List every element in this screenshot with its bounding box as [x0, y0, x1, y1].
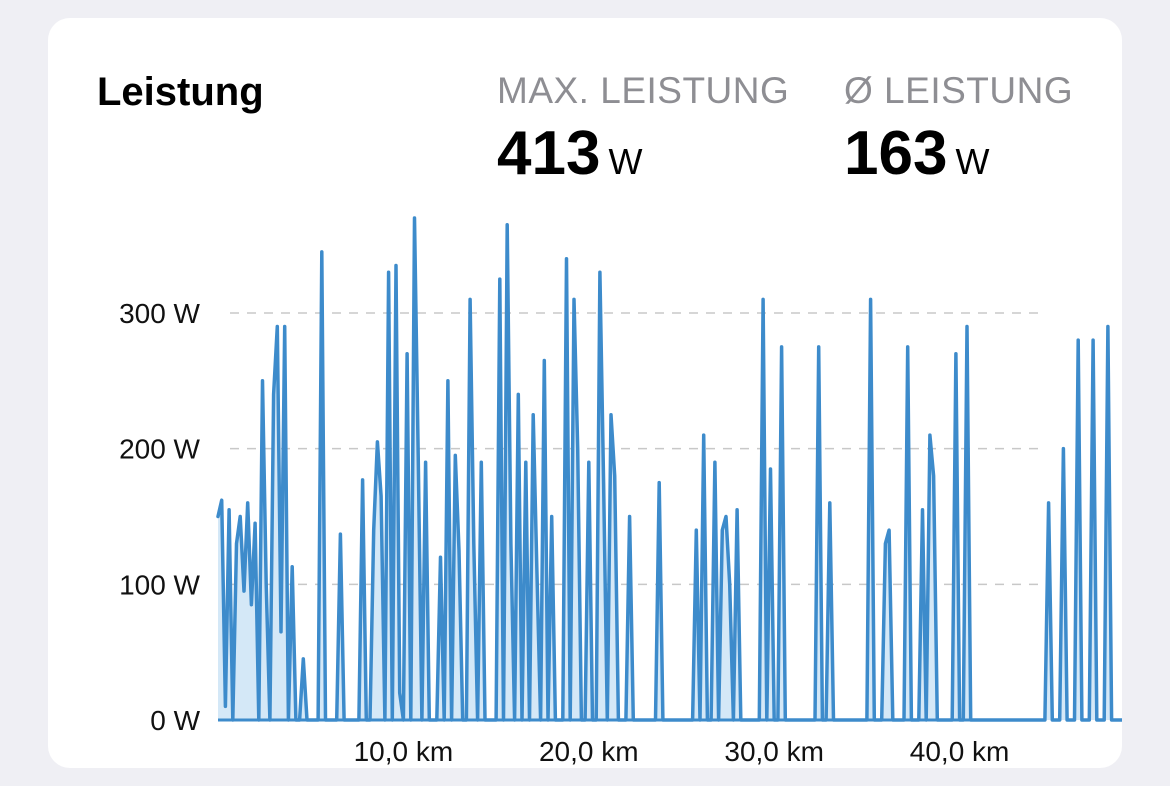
max-power-unit: W: [608, 141, 643, 182]
power-series: [216, 216, 1122, 722]
y-tick-label: 300 W: [119, 298, 200, 329]
avg-power-stat: Ø LEISTUNG 163 W: [844, 70, 1073, 189]
power-area-fill: [218, 218, 1122, 720]
y-tick-label: 100 W: [119, 569, 200, 600]
power-chart: 0 W 100 W 200 W 300 W 10,0 km 20,0 km 30,0 km 4…: [119, 216, 1122, 767]
y-tick-label: 200 W: [119, 434, 200, 465]
avg-power-value-row: 163 W: [844, 118, 1073, 189]
avg-power-value: 163: [844, 119, 948, 188]
max-power-value: 413: [497, 119, 601, 188]
x-tick-label: 40,0 km: [910, 736, 1010, 767]
y-tick-label: 0 W: [150, 705, 200, 736]
card-title: Leistung: [97, 70, 264, 114]
x-tick-label: 30,0 km: [724, 736, 824, 767]
x-tick-label: 20,0 km: [539, 736, 639, 767]
avg-power-unit: W: [955, 141, 990, 182]
power-line: [216, 216, 1122, 722]
x-tick-label: 10,0 km: [354, 736, 454, 767]
max-power-stat: MAX. LEISTUNG 413 W: [497, 70, 789, 189]
max-power-value-row: 413 W: [497, 118, 789, 189]
max-power-label: MAX. LEISTUNG: [497, 70, 790, 111]
axes: 0 W 100 W 200 W 300 W 10,0 km 20,0 km 30,0 km 4…: [119, 298, 1043, 767]
power-card: 0 W 100 W 200 W 300 W 10,0 km 20,0 km 30,0 km 4…: [48, 18, 1122, 768]
avg-power-label: Ø LEISTUNG: [844, 70, 1074, 111]
